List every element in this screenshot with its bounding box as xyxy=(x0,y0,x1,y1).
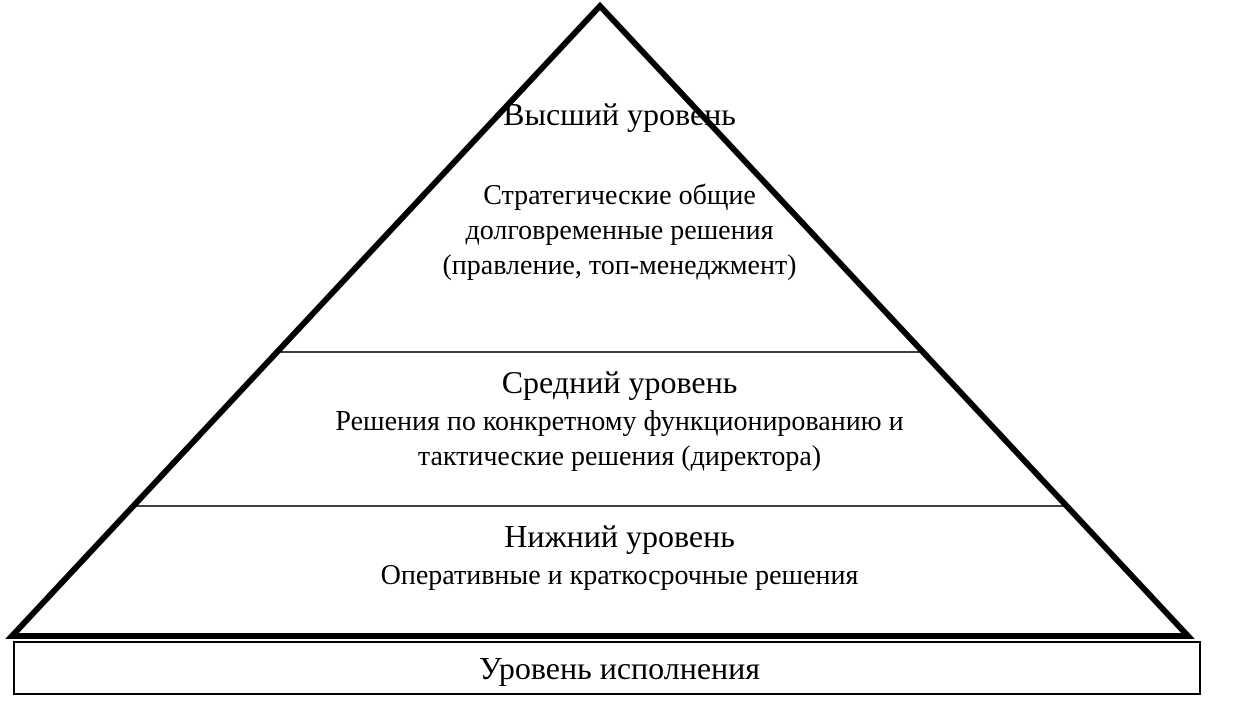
level-3-title: Нижний уровень xyxy=(0,516,1239,556)
level-2-desc: Решения по конкретному функционированию … xyxy=(0,404,1239,474)
pyramid-diagram: Высший уровень Стратегические общие долг… xyxy=(0,0,1239,706)
level-1-desc: Стратегические общие долговременные реше… xyxy=(0,178,1239,283)
footer-label: Уровень исполнения xyxy=(0,650,1239,687)
level-2-title: Средний уровень xyxy=(0,362,1239,402)
level-1-title: Высший уровень xyxy=(0,94,1239,134)
level-3-desc: Оперативные и краткосрочные решения xyxy=(0,558,1239,593)
